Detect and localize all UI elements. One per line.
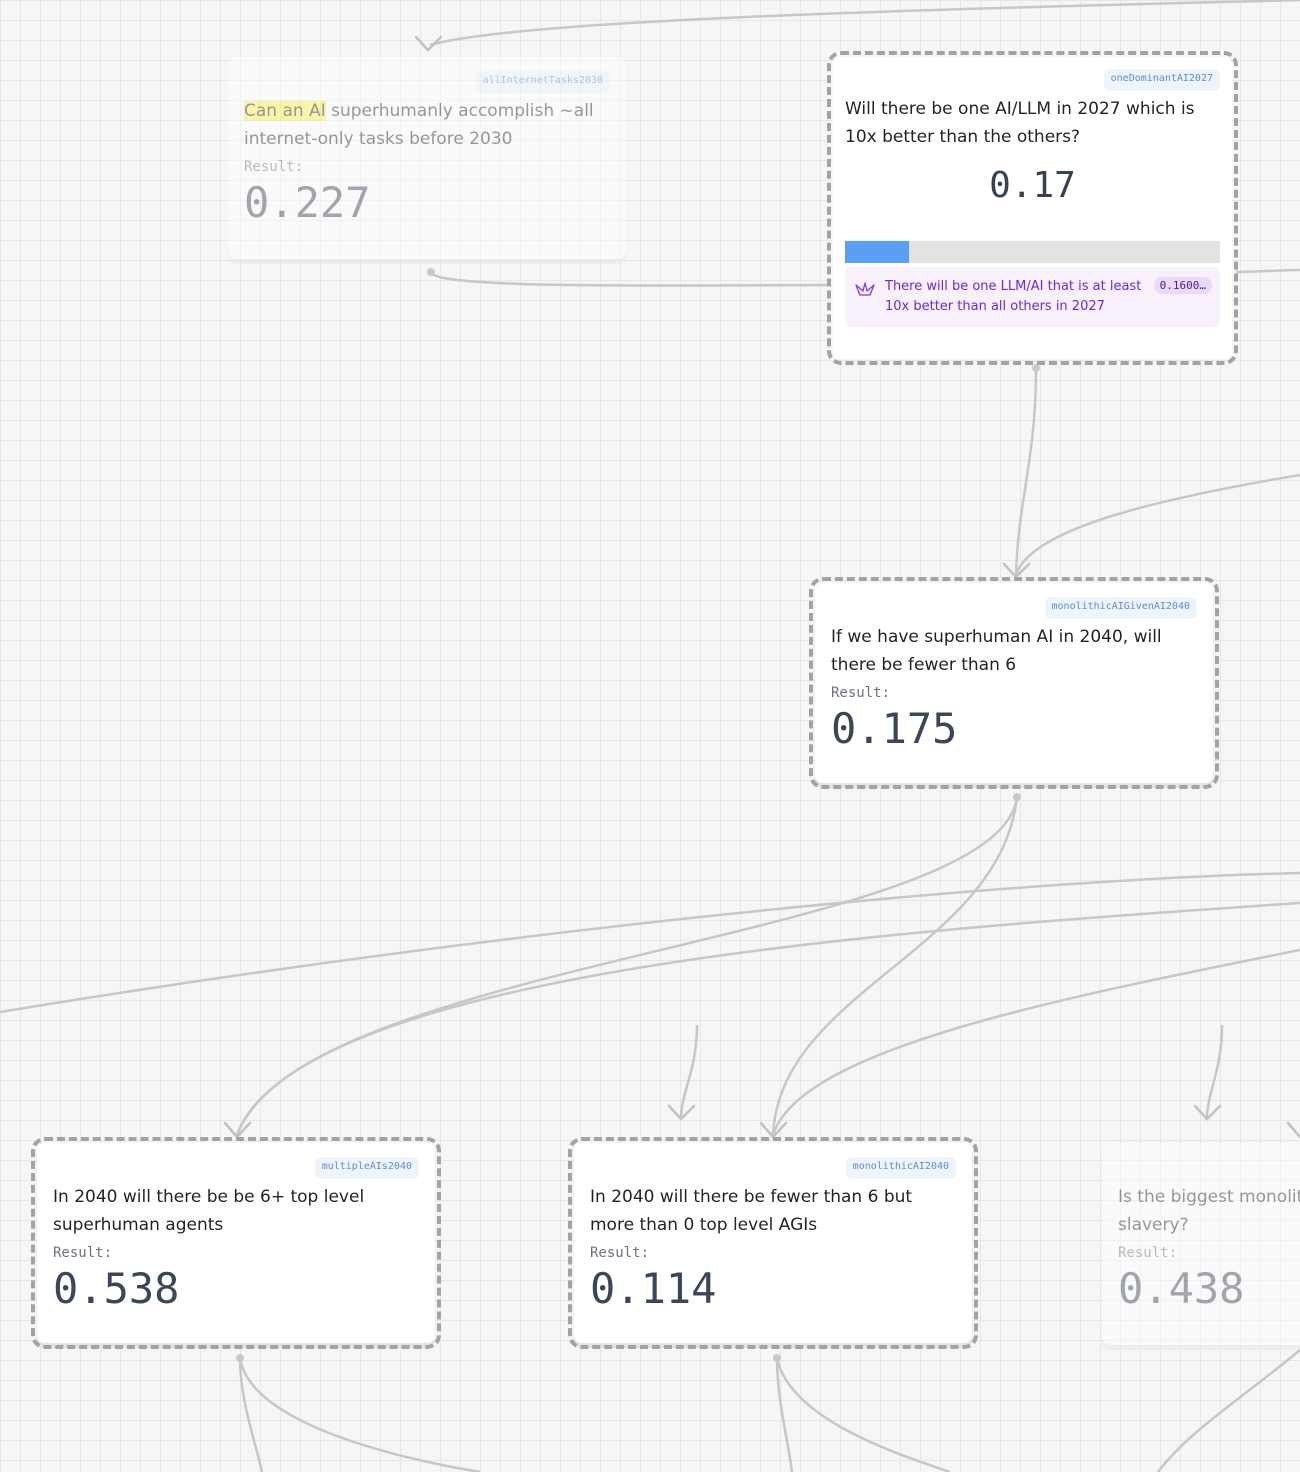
result-label: Result: <box>590 1245 650 1261</box>
edge <box>1157 1349 1300 1472</box>
node-slug[interactable]: multipleAIs2040 <box>314 1157 419 1179</box>
edge <box>429 0 1300 47</box>
linked-market[interactable]: There will be one LLM/AI that is at leas… <box>845 267 1220 327</box>
node-question: In 2040 will there be be 6+ top level su… <box>53 1187 365 1235</box>
node-onedominantai2027[interactable]: oneDominantAI2027 Will there be one AI/L… <box>827 51 1238 365</box>
arrow-head <box>1193 1104 1222 1121</box>
result-label: Result: <box>1118 1245 1178 1261</box>
node-question: Can an AI superhumanly accomplish ~all i… <box>244 97 610 153</box>
node-question: In 2040 will there be fewer than 6 but m… <box>590 1187 913 1235</box>
node-question: Will there be one AI/LLM in 2027 which i… <box>845 99 1195 147</box>
node-slug[interactable]: monolithicAI2040 <box>845 1157 956 1179</box>
edge <box>1014 367 1038 576</box>
node-slug[interactable]: oneDominantAI2027 <box>1103 69 1220 91</box>
node-handle <box>427 268 435 276</box>
node-slug[interactable]: allInternetTasks2030 <box>475 71 610 93</box>
edge <box>1205 1024 1224 1118</box>
edge <box>238 1357 481 1472</box>
node-allinternettasks2030[interactable]: allInternetTasks2030 Can an AI superhuma… <box>228 57 626 259</box>
search-highlight: Can an AI <box>244 101 326 121</box>
node-question: Is the biggest monolit slavery? <box>1118 1187 1300 1235</box>
edge <box>238 1357 264 1472</box>
edge <box>429 271 831 287</box>
node-question-text: superhumanly accomplish ~all internet-on… <box>244 101 594 149</box>
result-value: 0.114 <box>590 1264 717 1313</box>
probability-bar-fill <box>845 241 909 263</box>
node-slug[interactable]: monolithicAIGivenAI2040 <box>1044 597 1197 619</box>
edge <box>1235 268 1300 274</box>
node-multipleais2040[interactable]: multipleAIs2040 In 2040 will there be be… <box>31 1137 441 1349</box>
edge <box>679 1024 699 1118</box>
arrow-head <box>223 1121 252 1139</box>
market-probability: 0.1600… <box>1153 277 1212 294</box>
node-monolithicai2040[interactable]: monolithicAI2040 In 2040 will there be f… <box>568 1137 978 1349</box>
edge <box>771 796 1019 1136</box>
manifold-crane-icon <box>855 282 875 296</box>
edge <box>775 1357 951 1472</box>
result-label: Result: <box>831 685 891 701</box>
result-label: Result: <box>53 1245 113 1261</box>
node-monolithicaigivenai2040[interactable]: monolithicAIGivenAI2040 If we have super… <box>809 577 1219 789</box>
arrow-head <box>667 1104 696 1121</box>
market-title[interactable]: There will be one LLM/AI that is at leas… <box>885 279 1142 314</box>
edge <box>1014 473 1300 576</box>
result-value: 0.175 <box>831 704 958 753</box>
arrow-head <box>1286 1121 1300 1139</box>
probability-bar <box>845 241 1220 263</box>
node-handle <box>1032 364 1040 372</box>
result-label: Result: <box>244 159 304 175</box>
node-biggest-monolith[interactable]: Is the biggest monolit slavery? Result: … <box>1102 1143 1300 1345</box>
node-question: If we have superhuman AI in 2040, will t… <box>831 627 1162 675</box>
edge <box>775 1357 794 1472</box>
result-value: 0.438 <box>1118 1264 1245 1313</box>
estimate-value: 0.17 <box>989 165 1076 206</box>
edge <box>235 901 1300 1136</box>
edge <box>235 796 1019 1136</box>
arrow-head <box>759 1121 788 1139</box>
edge <box>0 871 1300 1014</box>
slug-row <box>1118 1157 1284 1179</box>
arrow-head <box>1002 562 1031 579</box>
arrow-head <box>414 35 443 52</box>
edge <box>771 948 1300 1136</box>
result-value: 0.227 <box>244 178 371 227</box>
result-value: 0.538 <box>53 1264 180 1313</box>
